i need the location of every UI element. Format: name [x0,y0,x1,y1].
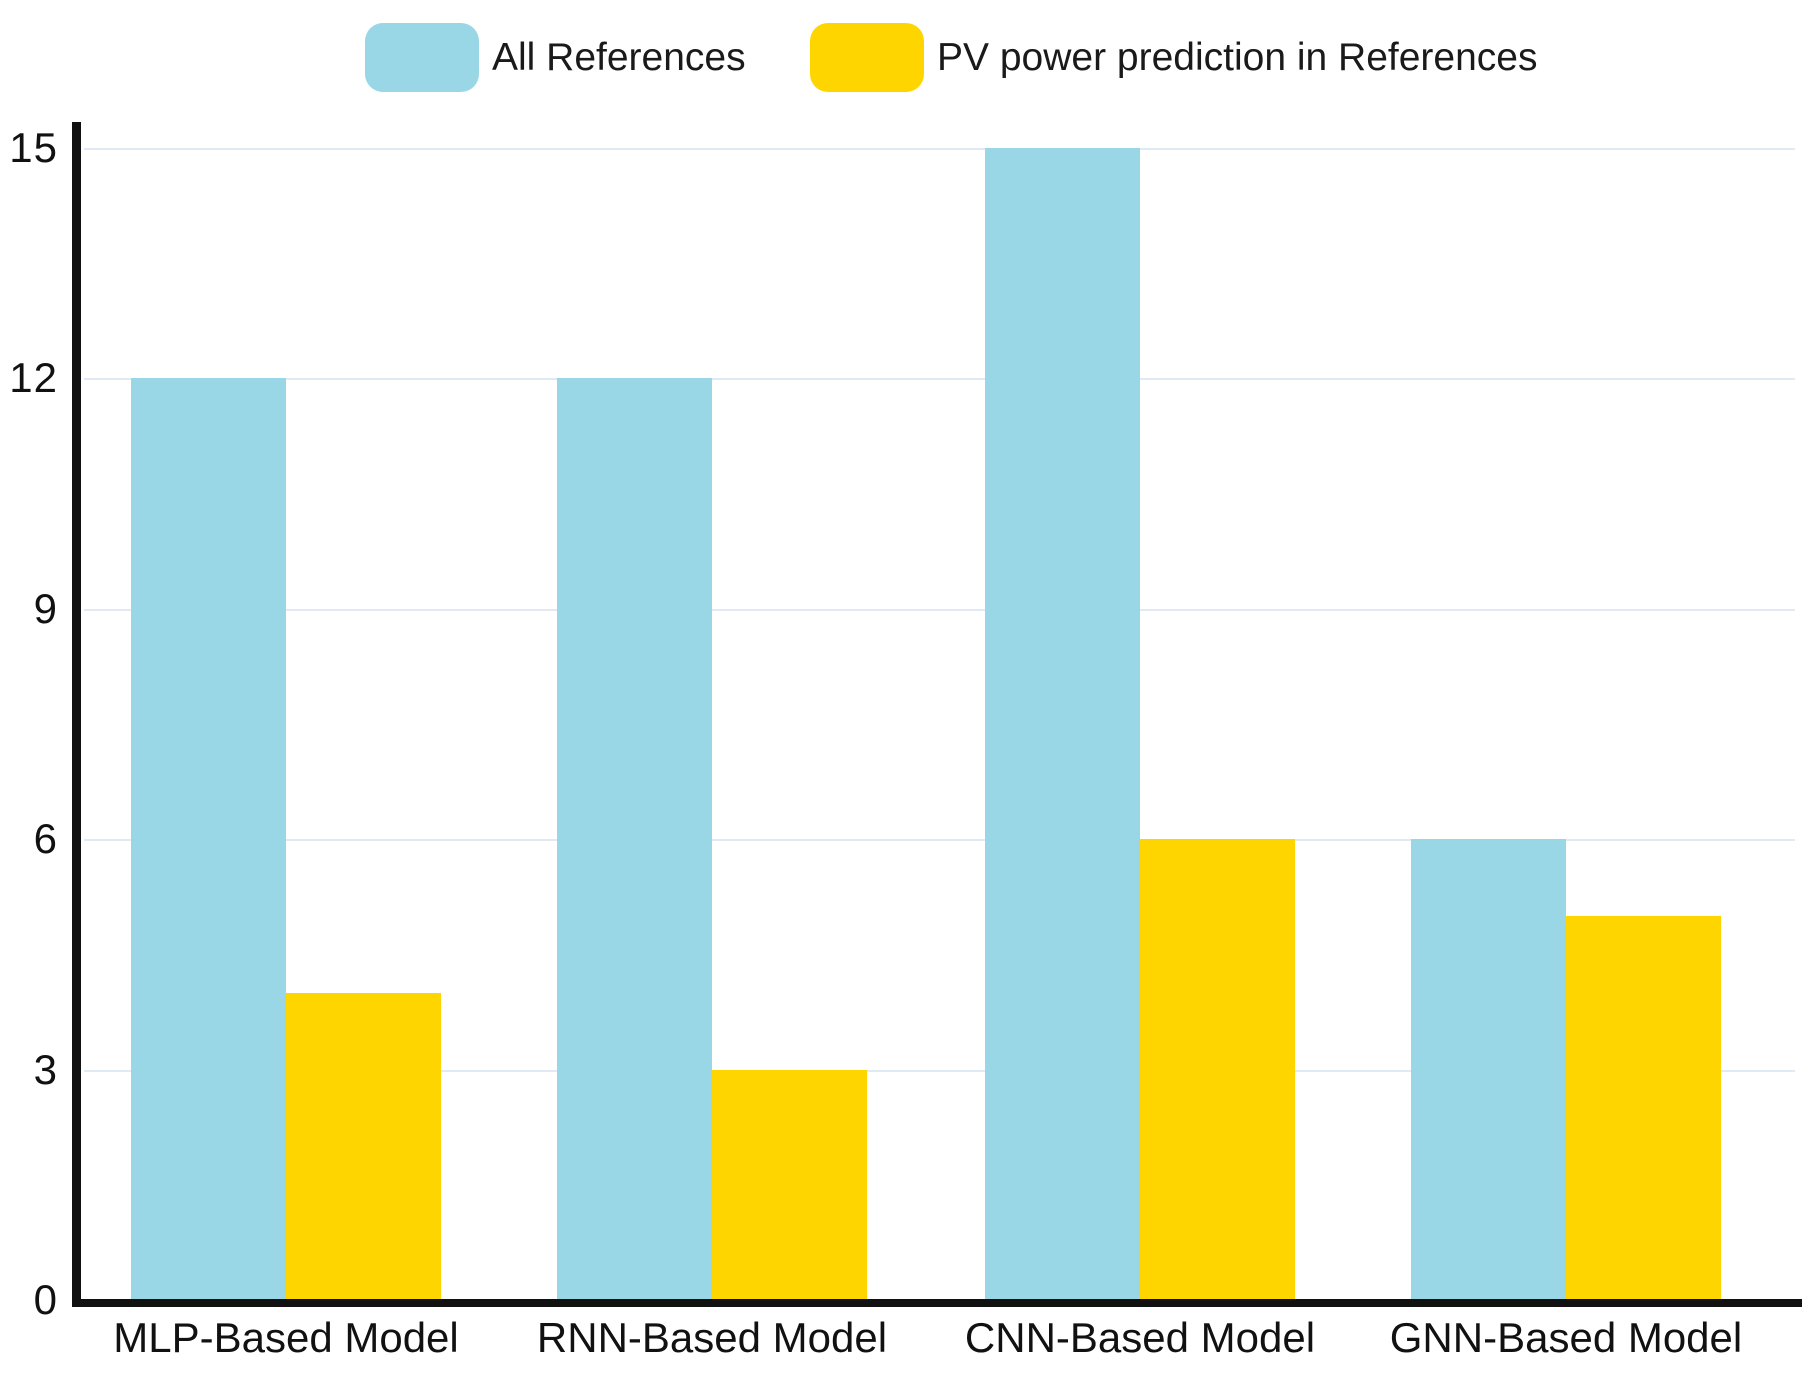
bar-pv-prediction-cnn [1140,839,1295,1300]
legend-label-pv-power-prediction: PV power prediction in References [937,36,1538,79]
y-tick-label: 3 [33,1045,58,1093]
bar-all-references-mlp [131,378,286,1300]
y-tick-label: 15 [9,124,58,171]
y-axis-line [72,122,81,1307]
legend-item-all-references: All References [365,23,746,92]
legend-label-all-references: All References [492,36,746,79]
x-axis-line [72,1299,1802,1307]
bar-all-references-rnn [557,378,712,1300]
gridline [84,378,1795,381]
bar-all-references-cnn [985,148,1140,1300]
legend-item-pv-power-prediction: PV power prediction in References [810,23,1537,92]
x-category-label: MLP-Based Model [113,1314,459,1361]
x-category-label: GNN-Based Model [1389,1314,1743,1361]
legend-swatch-all-references [365,23,479,92]
y-tick-label: 12 [9,354,58,402]
bar-pv-prediction-rnn [712,1069,867,1300]
y-tick-label: 0 [33,1276,58,1323]
y-tick-label: 9 [33,584,58,632]
x-category-label: CNN-Based Model [964,1314,1316,1361]
bar-pv-prediction-mlp [286,992,441,1300]
gridline [84,839,1795,842]
gridline [84,1069,1795,1072]
y-tick-label: 6 [33,815,58,863]
gridline [84,608,1795,611]
legend-swatch-pv-power-prediction [810,23,924,92]
bar-all-references-gnn [1411,839,1566,1300]
gridline [84,148,1795,150]
bar-pv-prediction-gnn [1566,916,1721,1300]
x-category-label: RNN-Based Model [536,1314,888,1361]
